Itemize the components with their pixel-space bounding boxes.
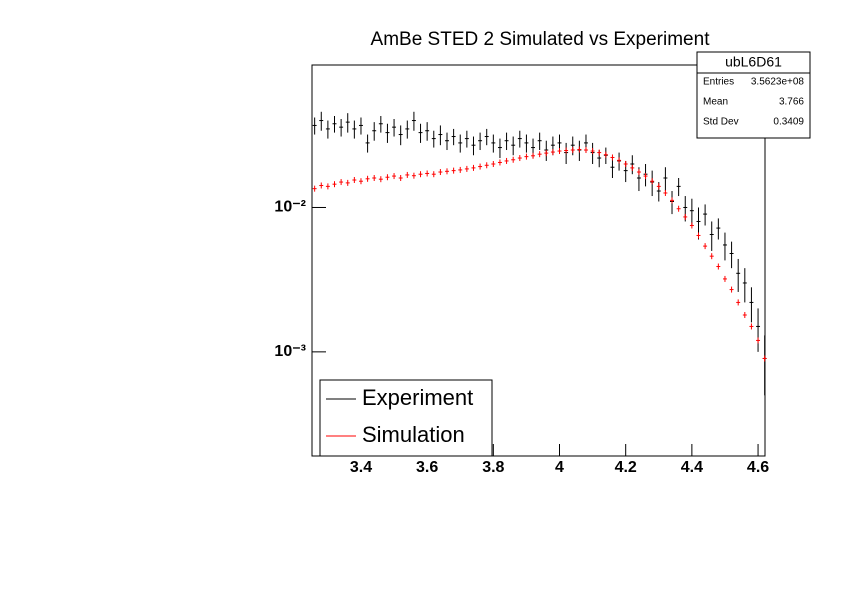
y-tick-label: 10⁻²: [274, 199, 306, 216]
stats-value: 3.5623e+08: [751, 77, 805, 88]
stats-key: Mean: [703, 97, 728, 108]
stats-value: 0.3409: [773, 117, 804, 128]
x-tick-label: 3.8: [482, 459, 504, 476]
x-tick-label: 4.6: [747, 459, 769, 476]
stats-title: ubL6D61: [725, 54, 782, 70]
legend-box: [319, 379, 493, 457]
plot-frame: [311, 64, 766, 457]
legend-label: Experiment: [362, 385, 473, 410]
x-tick-label: 3.6: [416, 459, 438, 476]
x-tick-label: 4.2: [615, 459, 637, 476]
stats-box: [696, 51, 811, 139]
stats-key: Entries: [703, 77, 734, 88]
y-tick-label: 10⁻³: [274, 343, 306, 360]
x-tick-label: 4: [555, 459, 564, 476]
chart-title: AmBe STED 2 Simulated vs Experiment: [371, 29, 711, 50]
stats-value: 3.766: [779, 97, 804, 108]
x-tick-label: 4.4: [681, 459, 703, 476]
x-tick-label: 3.4: [350, 459, 372, 476]
legend-label: Simulation: [362, 422, 465, 447]
stats-key: Std Dev: [703, 117, 739, 128]
